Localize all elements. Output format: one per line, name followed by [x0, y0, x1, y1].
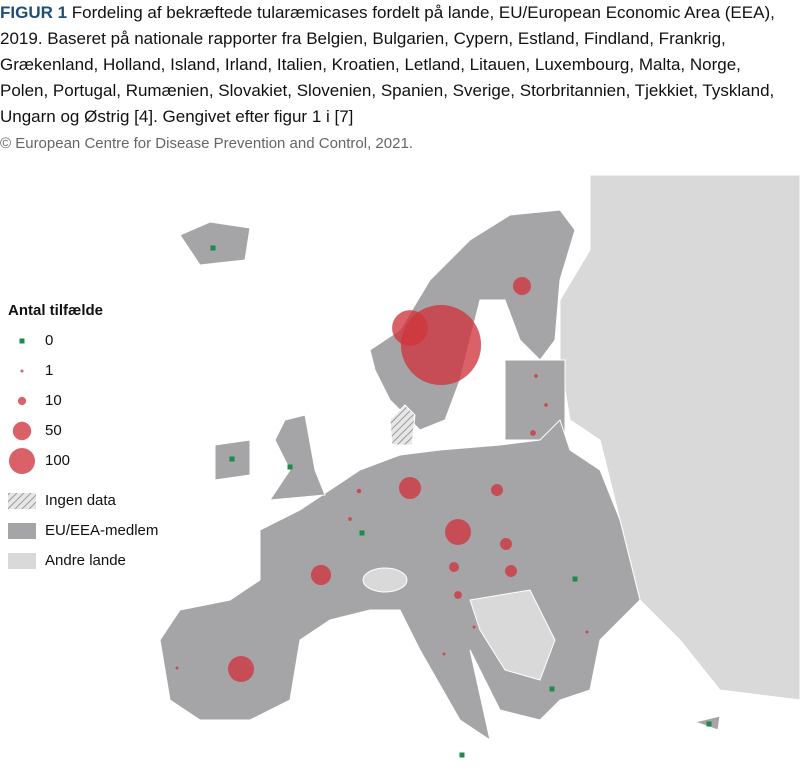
legend-title: Antal tilfælde [8, 302, 103, 319]
caption: Fordeling af bekræftede tularæmicases fo… [0, 3, 775, 126]
case-marker [175, 666, 179, 670]
case-marker [549, 686, 555, 692]
case-marker [706, 721, 712, 727]
legend-label: 10 [45, 392, 62, 409]
case-marker [585, 630, 589, 634]
legend-label: 50 [45, 422, 62, 439]
case-marker [210, 245, 216, 251]
case-marker [500, 538, 512, 550]
case-marker [544, 403, 548, 407]
case-marker [491, 484, 503, 496]
case-marker [442, 652, 446, 656]
legend-swatch [8, 553, 36, 569]
case-marker [359, 530, 365, 536]
credit: © European Centre for Disease Prevention… [0, 135, 413, 152]
case-marker [356, 488, 362, 494]
legend-label: Andre lande [45, 552, 126, 569]
legend-label: 1 [45, 362, 53, 379]
case-marker [534, 374, 538, 378]
case-marker [228, 656, 254, 682]
case-marker [392, 310, 428, 346]
case-marker [454, 591, 462, 599]
legend-marker [20, 369, 24, 373]
legend-marker [12, 421, 32, 441]
case-marker [287, 464, 293, 470]
legend-label: EU/EEA-medlem [45, 522, 158, 539]
case-marker [505, 565, 517, 577]
case-marker [348, 517, 352, 521]
legend-label: Ingen data [45, 492, 117, 509]
legend-marker [17, 396, 27, 406]
legend-label: 0 [45, 332, 53, 349]
legend-marker [19, 338, 25, 344]
case-marker [448, 561, 460, 573]
legend-marker [9, 448, 35, 474]
case-marker [445, 519, 471, 545]
figure-label: FIGUR 1 [0, 3, 68, 22]
case-marker [572, 576, 578, 582]
legend-label: 100 [45, 452, 70, 469]
case-marker [512, 276, 532, 296]
case-marker [472, 625, 476, 629]
legend: 0 1 10 50 100 Ingen data EU/EEA-medlem Andre la… [8, 332, 158, 569]
legend-swatch [8, 523, 36, 539]
case-marker [229, 456, 235, 462]
case-marker [459, 752, 465, 758]
caption-block: FIGUR 1 Fordeling af bekræftede tularæmi… [0, 0, 792, 157]
legend-swatch [8, 493, 36, 509]
map-shapes [159, 174, 800, 742]
case-markers [175, 245, 712, 758]
case-marker [530, 430, 536, 436]
case-marker [398, 476, 422, 500]
case-marker [310, 564, 332, 586]
